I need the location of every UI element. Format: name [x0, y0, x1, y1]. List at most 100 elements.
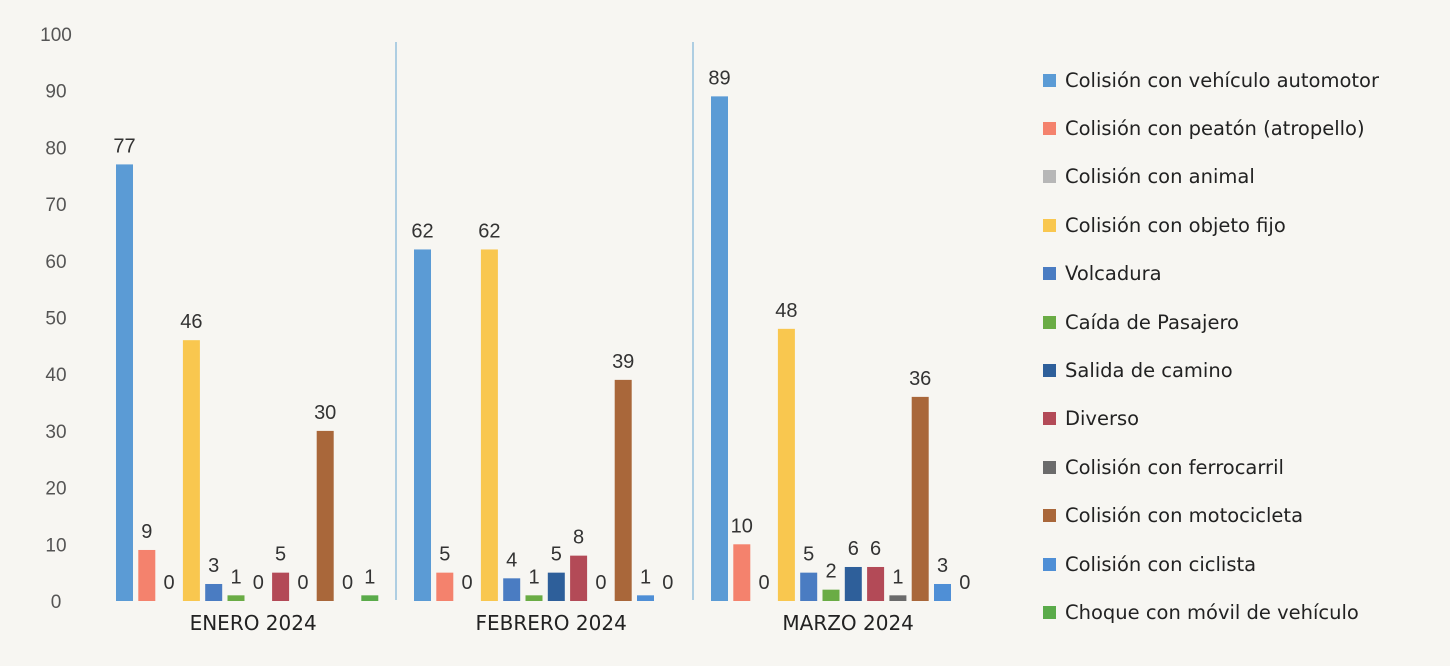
data-label: 3: [208, 555, 219, 577]
data-label: 30: [314, 402, 336, 424]
legend-swatch: [1043, 218, 1056, 232]
category-label: FEBRERO 2024: [476, 611, 627, 635]
data-label: 2: [825, 561, 836, 583]
legend-label: Colisión con animal: [1065, 165, 1255, 189]
data-label: 10: [731, 515, 753, 537]
legend-label: Diverso: [1065, 407, 1140, 431]
y-tick-label: 70: [45, 195, 66, 216]
data-label: 1: [230, 566, 241, 588]
legend-swatch: [1043, 509, 1056, 523]
legend-swatch: [1043, 73, 1056, 87]
bar: [227, 595, 245, 601]
y-tick-label: 20: [45, 479, 66, 500]
legend-label: Choque con móvil de vehículo: [1065, 600, 1359, 624]
legend-label: Colisión con motocicleta: [1065, 504, 1304, 528]
bar: [480, 249, 498, 601]
legend-swatch: [1043, 364, 1056, 378]
data-label: 5: [439, 544, 450, 566]
legend-item: Colisión con motocicleta: [1043, 492, 1443, 540]
y-tick-label: 30: [45, 422, 66, 443]
legend-label: Colisión con ferrocarril: [1065, 455, 1284, 479]
legend-label: Caída de Pasajero: [1065, 310, 1239, 334]
data-label: 0: [662, 572, 673, 594]
bar: [911, 396, 929, 601]
y-tick-label: 100: [40, 25, 72, 46]
legend-item: Colisión con vehículo automotor: [1043, 56, 1443, 104]
data-label: 4: [506, 549, 517, 571]
data-label: 5: [803, 544, 814, 566]
data-label: 0: [164, 572, 175, 594]
y-tick-label: 40: [45, 365, 66, 386]
legend-item: Caída de Pasajero: [1043, 298, 1443, 346]
legend-label: Colisión con peatón (atropello): [1065, 117, 1365, 141]
data-label: 6: [848, 538, 859, 560]
legend-item: Diverso: [1043, 395, 1443, 443]
bar: [614, 379, 632, 601]
legend-swatch: [1043, 460, 1056, 474]
data-label: 62: [478, 220, 500, 242]
bar: [822, 589, 840, 601]
legend-swatch: [1043, 315, 1056, 329]
data-label: 0: [595, 572, 606, 594]
legend-item: Salida de camino: [1043, 346, 1443, 394]
data-label: 1: [892, 566, 903, 588]
legend-item: Volcadura: [1043, 250, 1443, 298]
legend-label: Colisión con vehículo automotor: [1065, 68, 1379, 92]
legend-item: Colisión con animal: [1043, 153, 1443, 201]
legend-label: Colisión con objeto fijo: [1065, 213, 1286, 237]
legend-swatch: [1043, 170, 1056, 184]
y-tick-label: 90: [45, 82, 66, 103]
legend-item: Colisión con ferrocarril: [1043, 443, 1443, 491]
bar: [138, 549, 156, 601]
bar: [889, 595, 907, 601]
legend-swatch: [1043, 412, 1056, 426]
y-tick-label: 60: [45, 252, 66, 273]
y-tick-label: 50: [45, 309, 66, 330]
data-label: 89: [708, 67, 730, 89]
bar: [777, 328, 795, 601]
data-label: 1: [364, 566, 375, 588]
data-label: 0: [462, 572, 473, 594]
bar: [711, 96, 728, 602]
legend-item: Choque con móvil de vehículo: [1043, 588, 1443, 636]
bar: [844, 566, 862, 601]
legend-item: Colisión con peatón (atropello): [1043, 104, 1443, 152]
bar: [637, 595, 654, 601]
bar: [570, 555, 588, 601]
data-label: 0: [342, 572, 353, 594]
data-label: 48: [775, 300, 797, 322]
data-label: 46: [180, 311, 202, 333]
bar: [272, 572, 290, 601]
legend-item: Colisión con ciclista: [1043, 540, 1443, 588]
legend-label: Volcadura: [1065, 262, 1162, 286]
y-tick-label: 10: [45, 535, 66, 556]
data-label: 8: [573, 527, 584, 549]
y-tick-label: 80: [45, 138, 66, 159]
bar: [182, 340, 200, 601]
data-label: 39: [612, 351, 634, 373]
bar: [934, 583, 951, 601]
category-label: ENERO 2024: [190, 611, 317, 635]
legend-swatch: [1043, 122, 1056, 136]
data-label: 1: [528, 566, 539, 588]
bar: [733, 544, 751, 601]
legend-label: Salida de camino: [1065, 359, 1233, 383]
data-label: 0: [253, 572, 264, 594]
bar: [116, 164, 133, 601]
bar: [547, 572, 565, 601]
data-label: 5: [275, 544, 286, 566]
bar: [316, 430, 334, 601]
data-label: 1: [640, 566, 651, 588]
data-label: 5: [551, 544, 562, 566]
category-label: MARZO 2024: [782, 611, 914, 635]
legend-swatch: [1043, 557, 1056, 571]
data-label: 77: [113, 135, 135, 157]
data-label: 3: [937, 555, 948, 577]
bar: [525, 595, 543, 601]
data-label: 0: [759, 572, 770, 594]
bar: [503, 578, 521, 601]
data-label: 9: [141, 521, 152, 543]
bar: [800, 572, 818, 601]
